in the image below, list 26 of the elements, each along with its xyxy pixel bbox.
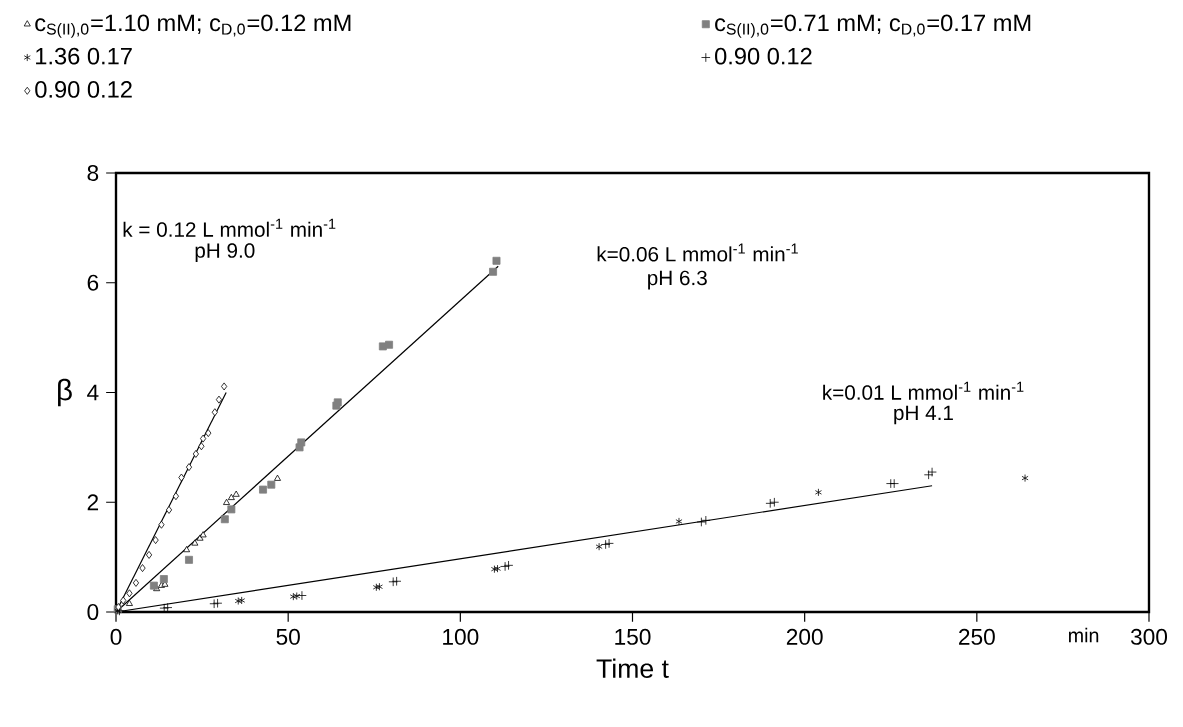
legend-label: c$_{S(II),0}$=1.10 mM; c$_{D,0}$=0.12 mM xyxy=(35,14,351,38)
text: min xyxy=(1068,627,1099,643)
annotation: pH 6.3 xyxy=(648,270,707,290)
y-axis-title: β xyxy=(58,378,72,407)
x-axis-title: Time t xyxy=(596,658,669,678)
y-tick-label: 6 xyxy=(87,274,99,291)
y-tick-label: 4 xyxy=(87,384,99,401)
annotation: k=0.01 L mmol$^{-1}$ min$^{-1}$ xyxy=(823,381,1024,400)
x-tick-label: 300 xyxy=(1130,628,1168,645)
x-tick-label: 50 xyxy=(276,628,300,645)
annotation: pH 4.1 xyxy=(894,405,953,425)
legend-label: 1.36 0.17 xyxy=(36,47,132,65)
y-tick-label: 8 xyxy=(87,164,99,182)
x-tick-label: 150 xyxy=(615,628,651,645)
x-tick-label: 100 xyxy=(443,628,479,645)
x-tick-label: 0 xyxy=(110,628,122,645)
annotation: pH 9.0 xyxy=(195,243,255,262)
y-tick-label: 2 xyxy=(87,494,99,511)
legend-label: 0.90 0.12 xyxy=(35,81,132,98)
legend-label: c$_{S(II),0}$=0.71 mM; c$_{D,0}$=0.17 mM xyxy=(715,14,1031,38)
legend-label: 0.90 0.12 xyxy=(715,47,812,65)
annotation: k = 0.12 L mmol$^{-1}$ min$^{-1}$ xyxy=(123,218,336,237)
x-tick-label: 200 xyxy=(786,628,823,645)
x-tick-label: 250 xyxy=(959,628,995,645)
y-tick-label: 0 xyxy=(87,603,99,620)
annotation: k=0.06 L mmol$^{-1}$ min$^{-1}$ xyxy=(597,243,798,262)
